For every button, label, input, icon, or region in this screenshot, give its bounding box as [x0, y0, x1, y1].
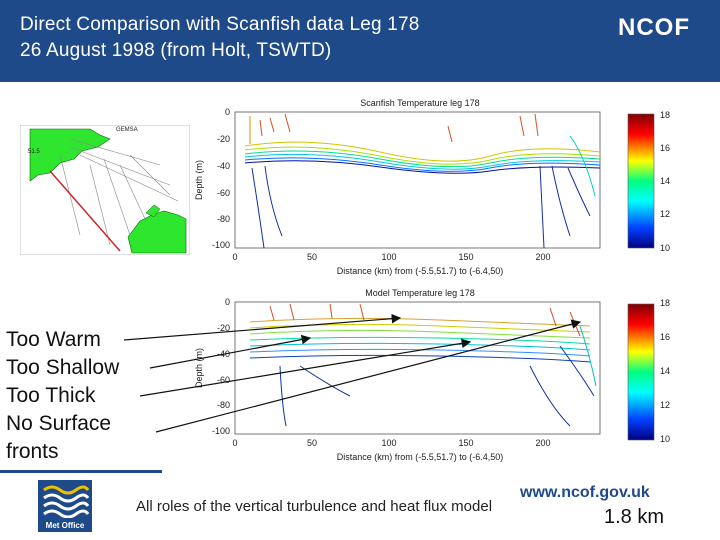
- annotation-list: Too Warm Too Shallow Too Thick No Surfac…: [6, 326, 119, 466]
- coast-north: [29, 128, 111, 182]
- top-xtick: 100: [381, 252, 396, 262]
- bottom-cbar-tick: 10: [660, 434, 670, 444]
- coast-south: [127, 210, 187, 254]
- bottom-xlabel: Distance (km) from (-5.5,51.7) to (-6.4,…: [337, 452, 504, 462]
- top-xtick: 50: [307, 252, 317, 262]
- arrow-no-surface: [155, 319, 582, 433]
- top-xlabel: Distance (km) from (-5.5,51.7) to (-6.4,…: [337, 266, 504, 276]
- top-ytick: -80: [217, 214, 230, 224]
- svg-text:51.5: 51.5: [28, 149, 40, 155]
- top-cbar-tick: 12: [660, 209, 670, 219]
- top-cbar-tick: 18: [660, 110, 670, 120]
- arrow-too-warm: [123, 313, 402, 341]
- bottom-cbar-tick: 18: [660, 298, 670, 308]
- header-bar: Direct Comparison with Scanfish data Leg…: [0, 0, 720, 82]
- bottom-ytick: -100: [212, 426, 230, 436]
- bottom-ytick: -80: [217, 400, 230, 410]
- top-xtick: 200: [535, 252, 550, 262]
- top-plot-frame: [234, 111, 601, 249]
- bottom-xtick: 0: [232, 438, 237, 448]
- top-ytick: -100: [212, 240, 230, 250]
- annotation-no-surface: No Surface: [6, 412, 112, 435]
- bottom-ytick: -60: [217, 375, 230, 385]
- top-xtick: 150: [458, 252, 473, 262]
- top-cbar-tick: 14: [660, 176, 670, 186]
- met-office-label: Met Office: [45, 521, 85, 530]
- bottom-ytick: 0: [225, 297, 230, 307]
- arrow-too-shallow: [149, 334, 312, 369]
- top-xtick: 0: [232, 252, 237, 262]
- bottom-xtick: 150: [458, 438, 473, 448]
- transect-line: [49, 170, 121, 252]
- bottom-cbar-tick: 12: [660, 400, 670, 410]
- arrow-too-thick: [139, 338, 472, 397]
- bottom-xtick: 200: [535, 438, 550, 448]
- top-ytick: -40: [217, 161, 230, 171]
- ncof-url: www.ncof.gov.uk: [520, 484, 650, 501]
- island: [145, 204, 161, 218]
- top-ytick: -60: [217, 188, 230, 198]
- met-office-waves-icon: [43, 485, 90, 518]
- bottom-ylabel: Depth (m): [194, 348, 204, 388]
- footer-rule: [0, 470, 162, 473]
- met-office-logo: Met Office: [38, 480, 92, 532]
- annotation-too-thick: Too Thick: [6, 384, 96, 407]
- svg-text:GEMSA: GEMSA: [116, 127, 138, 133]
- top-cbar-tick: 10: [660, 243, 670, 253]
- top-ylabel: Depth (m): [194, 160, 204, 200]
- bottom-xtick: 100: [381, 438, 396, 448]
- ncof-logo: NCOF: [618, 14, 690, 41]
- annotation-fronts: fronts: [6, 440, 59, 463]
- bottom-temperature-plot: Model Temperature leg 178 0 -20 -40 -60 …: [194, 288, 670, 462]
- bottom-cbar-tick: 16: [660, 332, 670, 342]
- annotation-too-warm: Too Warm: [6, 328, 101, 351]
- bottom-cbar-tick: 14: [660, 366, 670, 376]
- header-underline: [0, 82, 166, 85]
- slide-title-line-1: Direct Comparison with Scanfish data Leg…: [20, 14, 420, 35]
- scale-text: 1.8 km: [604, 506, 665, 528]
- top-plot-contours: [244, 113, 601, 249]
- top-plot-title: Scanfish Temperature leg 178: [360, 98, 479, 108]
- top-ytick: 0: [225, 107, 230, 117]
- bottom-plot-title: Model Temperature leg 178: [365, 288, 474, 298]
- bottom-ytick: -20: [217, 323, 230, 333]
- annotation-too-shallow: Too Shallow: [6, 356, 120, 379]
- bottom-colorbar: [627, 303, 655, 441]
- footnote-text: All roles of the vertical turbulence and…: [136, 498, 493, 515]
- top-cbar-tick: 16: [660, 143, 670, 153]
- bottom-xtick: 50: [307, 438, 317, 448]
- top-ytick: -20: [217, 134, 230, 144]
- top-colorbar: [627, 113, 655, 249]
- inset-map: 51.5 GEMSA: [20, 125, 190, 255]
- top-temperature-plot: Scanfish Temperature leg 178 0 -20 -40 -…: [194, 98, 670, 276]
- slide-title-line-2: 26 August 1998 (from Holt, TSWTD): [20, 40, 332, 61]
